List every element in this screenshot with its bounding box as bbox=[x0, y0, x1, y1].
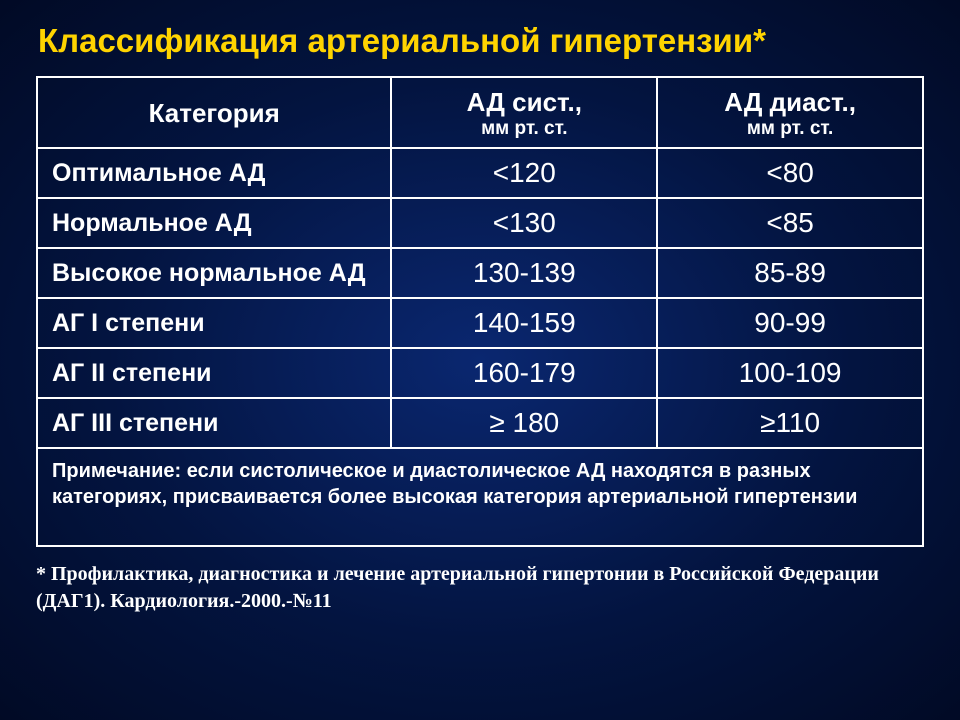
table-row: АГ II степени 160-179 100-109 bbox=[37, 348, 923, 398]
col-header-diastolic-sub: мм рт. ст. bbox=[666, 119, 914, 140]
cell-category: Высокое нормальное АД bbox=[37, 248, 391, 298]
cell-category: АГ III степени bbox=[37, 398, 391, 448]
cell-diastolic: 85-89 bbox=[657, 248, 923, 298]
cell-systolic: 160-179 bbox=[391, 348, 657, 398]
col-header-diastolic: АД диаст., мм рт. ст. bbox=[657, 77, 923, 148]
classification-table: Категория АД сист., мм рт. ст. АД диаст.… bbox=[36, 76, 924, 547]
table-note: Примечание: если систолическое и диастол… bbox=[37, 448, 923, 545]
col-header-category: Категория bbox=[37, 77, 391, 148]
col-header-systolic-main: АД сист., bbox=[467, 87, 582, 117]
table-row: Нормальное АД <130 <85 bbox=[37, 198, 923, 248]
table-row: АГ III степени ≥ 180 ≥110 bbox=[37, 398, 923, 448]
cell-systolic: <130 bbox=[391, 198, 657, 248]
table-note-row: Примечание: если систолическое и диастол… bbox=[37, 448, 923, 545]
cell-systolic: 140-159 bbox=[391, 298, 657, 348]
cell-category: АГ I степени bbox=[37, 298, 391, 348]
cell-systolic: 130-139 bbox=[391, 248, 657, 298]
table-row: Высокое нормальное АД 130-139 85-89 bbox=[37, 248, 923, 298]
slide-title: Классификация артериальной гипертензии* bbox=[38, 22, 924, 60]
cell-category: Оптимальное АД bbox=[37, 148, 391, 198]
col-header-category-label: Категория bbox=[149, 98, 280, 128]
col-header-systolic: АД сист., мм рт. ст. bbox=[391, 77, 657, 148]
col-header-diastolic-main: АД диаст., bbox=[724, 87, 856, 117]
col-header-systolic-sub: мм рт. ст. bbox=[400, 119, 648, 140]
cell-diastolic: 90-99 bbox=[657, 298, 923, 348]
cell-diastolic: ≥110 bbox=[657, 398, 923, 448]
cell-diastolic: <80 bbox=[657, 148, 923, 198]
slide: Классификация артериальной гипертензии* … bbox=[0, 0, 960, 720]
table-header-row: Категория АД сист., мм рт. ст. АД диаст.… bbox=[37, 77, 923, 148]
cell-category: АГ II степени bbox=[37, 348, 391, 398]
cell-diastolic: <85 bbox=[657, 198, 923, 248]
footnote: * Профилактика, диагностика и лечение ар… bbox=[36, 561, 924, 615]
table-row: Оптимальное АД <120 <80 bbox=[37, 148, 923, 198]
cell-systolic: ≥ 180 bbox=[391, 398, 657, 448]
cell-diastolic: 100-109 bbox=[657, 348, 923, 398]
cell-category: Нормальное АД bbox=[37, 198, 391, 248]
cell-systolic: <120 bbox=[391, 148, 657, 198]
table-row: АГ I степени 140-159 90-99 bbox=[37, 298, 923, 348]
